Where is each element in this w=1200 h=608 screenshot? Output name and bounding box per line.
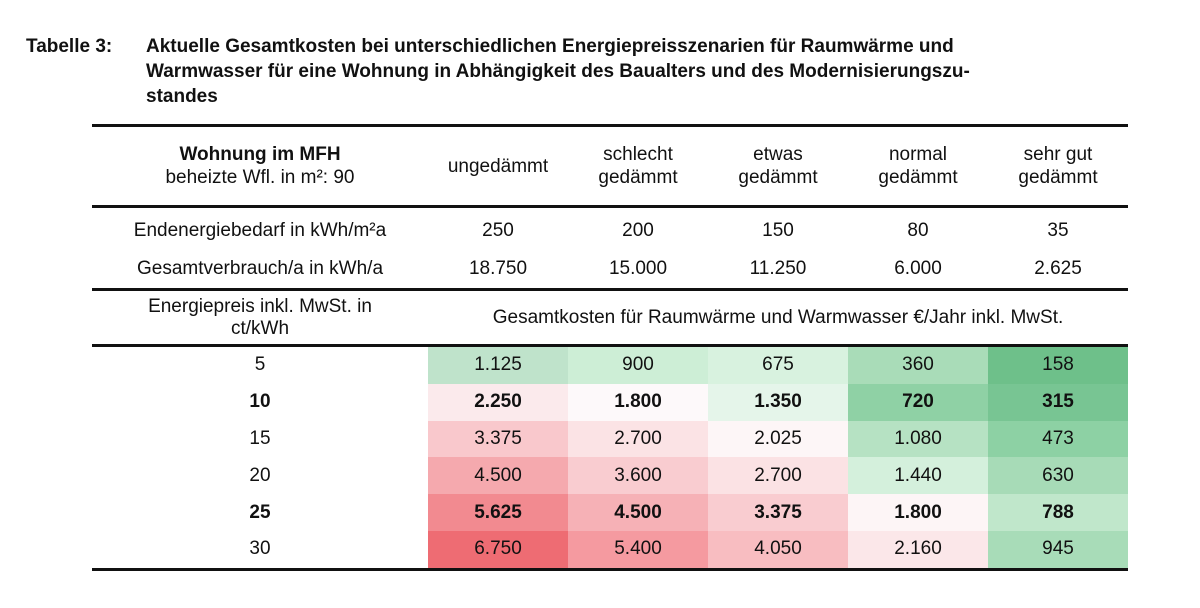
table-caption: Tabelle 3: Aktuelle Gesamtkosten bei unt…	[26, 34, 1146, 109]
caption-label: Tabelle 3:	[26, 36, 113, 57]
price-cell: 10	[249, 391, 271, 413]
cost-cell: 788	[988, 494, 1128, 531]
caption-line: Warmwasser für eine Wohnung in Abhängigk…	[146, 61, 970, 82]
cost-cell: 945	[988, 530, 1128, 568]
cost-cell: 315	[988, 383, 1128, 421]
cost-cell: 1.350	[708, 383, 848, 421]
cost-cell: 2.250	[428, 383, 568, 421]
cost-cell: 4.050	[708, 530, 848, 568]
header-col-line: ungedämmt	[447, 155, 549, 177]
subheader-rule	[92, 344, 1128, 347]
cost-span-header: Gesamtkosten für Raumwärme und Warmwasse…	[492, 306, 1064, 328]
cost-cell: 3.375	[708, 494, 848, 531]
cost-row: 10 2.250 1.800 1.350 720 315	[92, 383, 1128, 421]
price-cell: 15	[249, 427, 271, 449]
cost-row: 25 5.625 4.500 3.375 1.800 788	[92, 494, 1128, 531]
cost-cell: 3.375	[428, 420, 568, 458]
cost-cell: 2.025	[708, 420, 848, 458]
price-cell: 30	[249, 538, 271, 560]
caption-text: Aktuelle Gesamtkosten bei unterschiedlic…	[146, 34, 1146, 109]
cost-cell: 1.080	[848, 420, 988, 458]
header-rule	[92, 205, 1128, 208]
table-cell: 11.250	[749, 258, 807, 279]
header-title: Wohnung im MFH	[179, 144, 341, 165]
cost-table: Wohnung im MFH beheizte Wfl. in m²: 90 u…	[92, 124, 1128, 571]
header-col-normal: normal gedämmt	[848, 127, 988, 205]
table-cell: 35	[1047, 220, 1069, 241]
header-apartment-cell: Wohnung im MFH beheizte Wfl. in m²: 90	[92, 127, 428, 205]
header-col-line: schlecht	[603, 144, 673, 165]
cost-cell: 4.500	[568, 494, 708, 531]
header-col-line: gedämmt	[598, 167, 678, 188]
cost-cell: 5.400	[568, 530, 708, 568]
header-col-ungedaemmt: ungedämmt	[428, 127, 568, 205]
cost-cell: 2.160	[848, 530, 988, 568]
header-col-etwas: etwas gedämmt	[708, 127, 848, 205]
summary-row-gesamtverbrauch: Gesamtverbrauch/a in kWh/a 18.750 15.000…	[92, 250, 1128, 288]
cost-row: 5 1.125 900 675 360 158	[92, 347, 1128, 384]
table-cell: 15.000	[608, 258, 668, 279]
cost-cell: 4.500	[428, 457, 568, 495]
header-col-line: gedämmt	[738, 167, 818, 188]
caption-line: Aktuelle Gesamtkosten bei unterschiedlic…	[146, 36, 954, 57]
header-col-sehr-gut: sehr gut gedämmt	[988, 127, 1128, 205]
header-col-line: etwas	[753, 144, 803, 165]
table-cell: 2.625	[1034, 258, 1082, 279]
summary-row-endenergie: Endenergiebedarf in kWh/m²a 250 200 150 …	[92, 212, 1128, 250]
cost-cell: 1.125	[428, 347, 568, 384]
table-cell: 18.750	[468, 258, 528, 279]
table-cell: 200	[622, 220, 654, 241]
cost-cell: 630	[988, 457, 1128, 495]
cost-cell: 675	[708, 347, 848, 384]
header-col-line: normal	[888, 144, 948, 165]
cost-cell: 900	[568, 347, 708, 384]
cost-row: 15 3.375 2.700 2.025 1.080 473	[92, 420, 1128, 458]
cost-cell: 360	[848, 347, 988, 384]
cost-cell: 3.600	[568, 457, 708, 495]
cost-cell: 720	[848, 383, 988, 421]
header-col-line: gedämmt	[1018, 167, 1098, 188]
price-cell: 5	[254, 354, 266, 376]
row-label: Gesamtverbrauch/a in kWh/a	[136, 258, 384, 279]
header-col-line: sehr gut	[1023, 144, 1093, 165]
cost-row: 20 4.500 3.600 2.700 1.440 630	[92, 457, 1128, 495]
price-cell: 25	[249, 501, 271, 523]
header-subtitle: beheizte Wfl. in m²: 90	[165, 167, 355, 188]
cost-cell: 1.800	[848, 494, 988, 531]
table-cell: 150	[762, 220, 794, 241]
cost-cell: 2.700	[568, 420, 708, 458]
cost-rows: 5 1.125 900 675 360 158 10 2.250 1.800 1.350 720 31…	[92, 347, 1128, 568]
header-col-schlecht: schlecht gedämmt	[568, 127, 708, 205]
table-cell: 80	[907, 220, 929, 241]
cost-cell: 6.750	[428, 530, 568, 568]
header-row: Wohnung im MFH beheizte Wfl. in m²: 90 u…	[92, 127, 1128, 205]
table-cell: 250	[482, 220, 514, 241]
price-cell: 20	[249, 464, 271, 486]
caption-line: standes	[146, 86, 218, 107]
cost-cell: 1.800	[568, 383, 708, 421]
cost-cell: 1.440	[848, 457, 988, 495]
subheader-row: Energiepreis inkl. MwSt. in ct/kWh Gesam…	[92, 291, 1128, 344]
table-cell: 6.000	[894, 258, 942, 279]
cost-cell: 2.700	[708, 457, 848, 495]
cost-cell: 158	[988, 347, 1128, 384]
cost-cell: 473	[988, 420, 1128, 458]
summary-rule	[92, 288, 1128, 291]
cost-cell: 5.625	[428, 494, 568, 531]
price-header-cell: Energiepreis inkl. MwSt. in ct/kWh	[92, 291, 428, 344]
cost-row: 30 6.750 5.400 4.050 2.160 945	[92, 530, 1128, 568]
row-label: Endenergiebedarf in kWh/m²a	[133, 220, 387, 241]
table-bottom-rule	[92, 567, 1128, 571]
header-col-line: gedämmt	[878, 167, 958, 188]
price-header-line: Energiepreis inkl. MwSt. in	[148, 295, 372, 317]
price-header-line: ct/kWh	[230, 317, 290, 339]
table-top-rule	[92, 124, 1128, 127]
